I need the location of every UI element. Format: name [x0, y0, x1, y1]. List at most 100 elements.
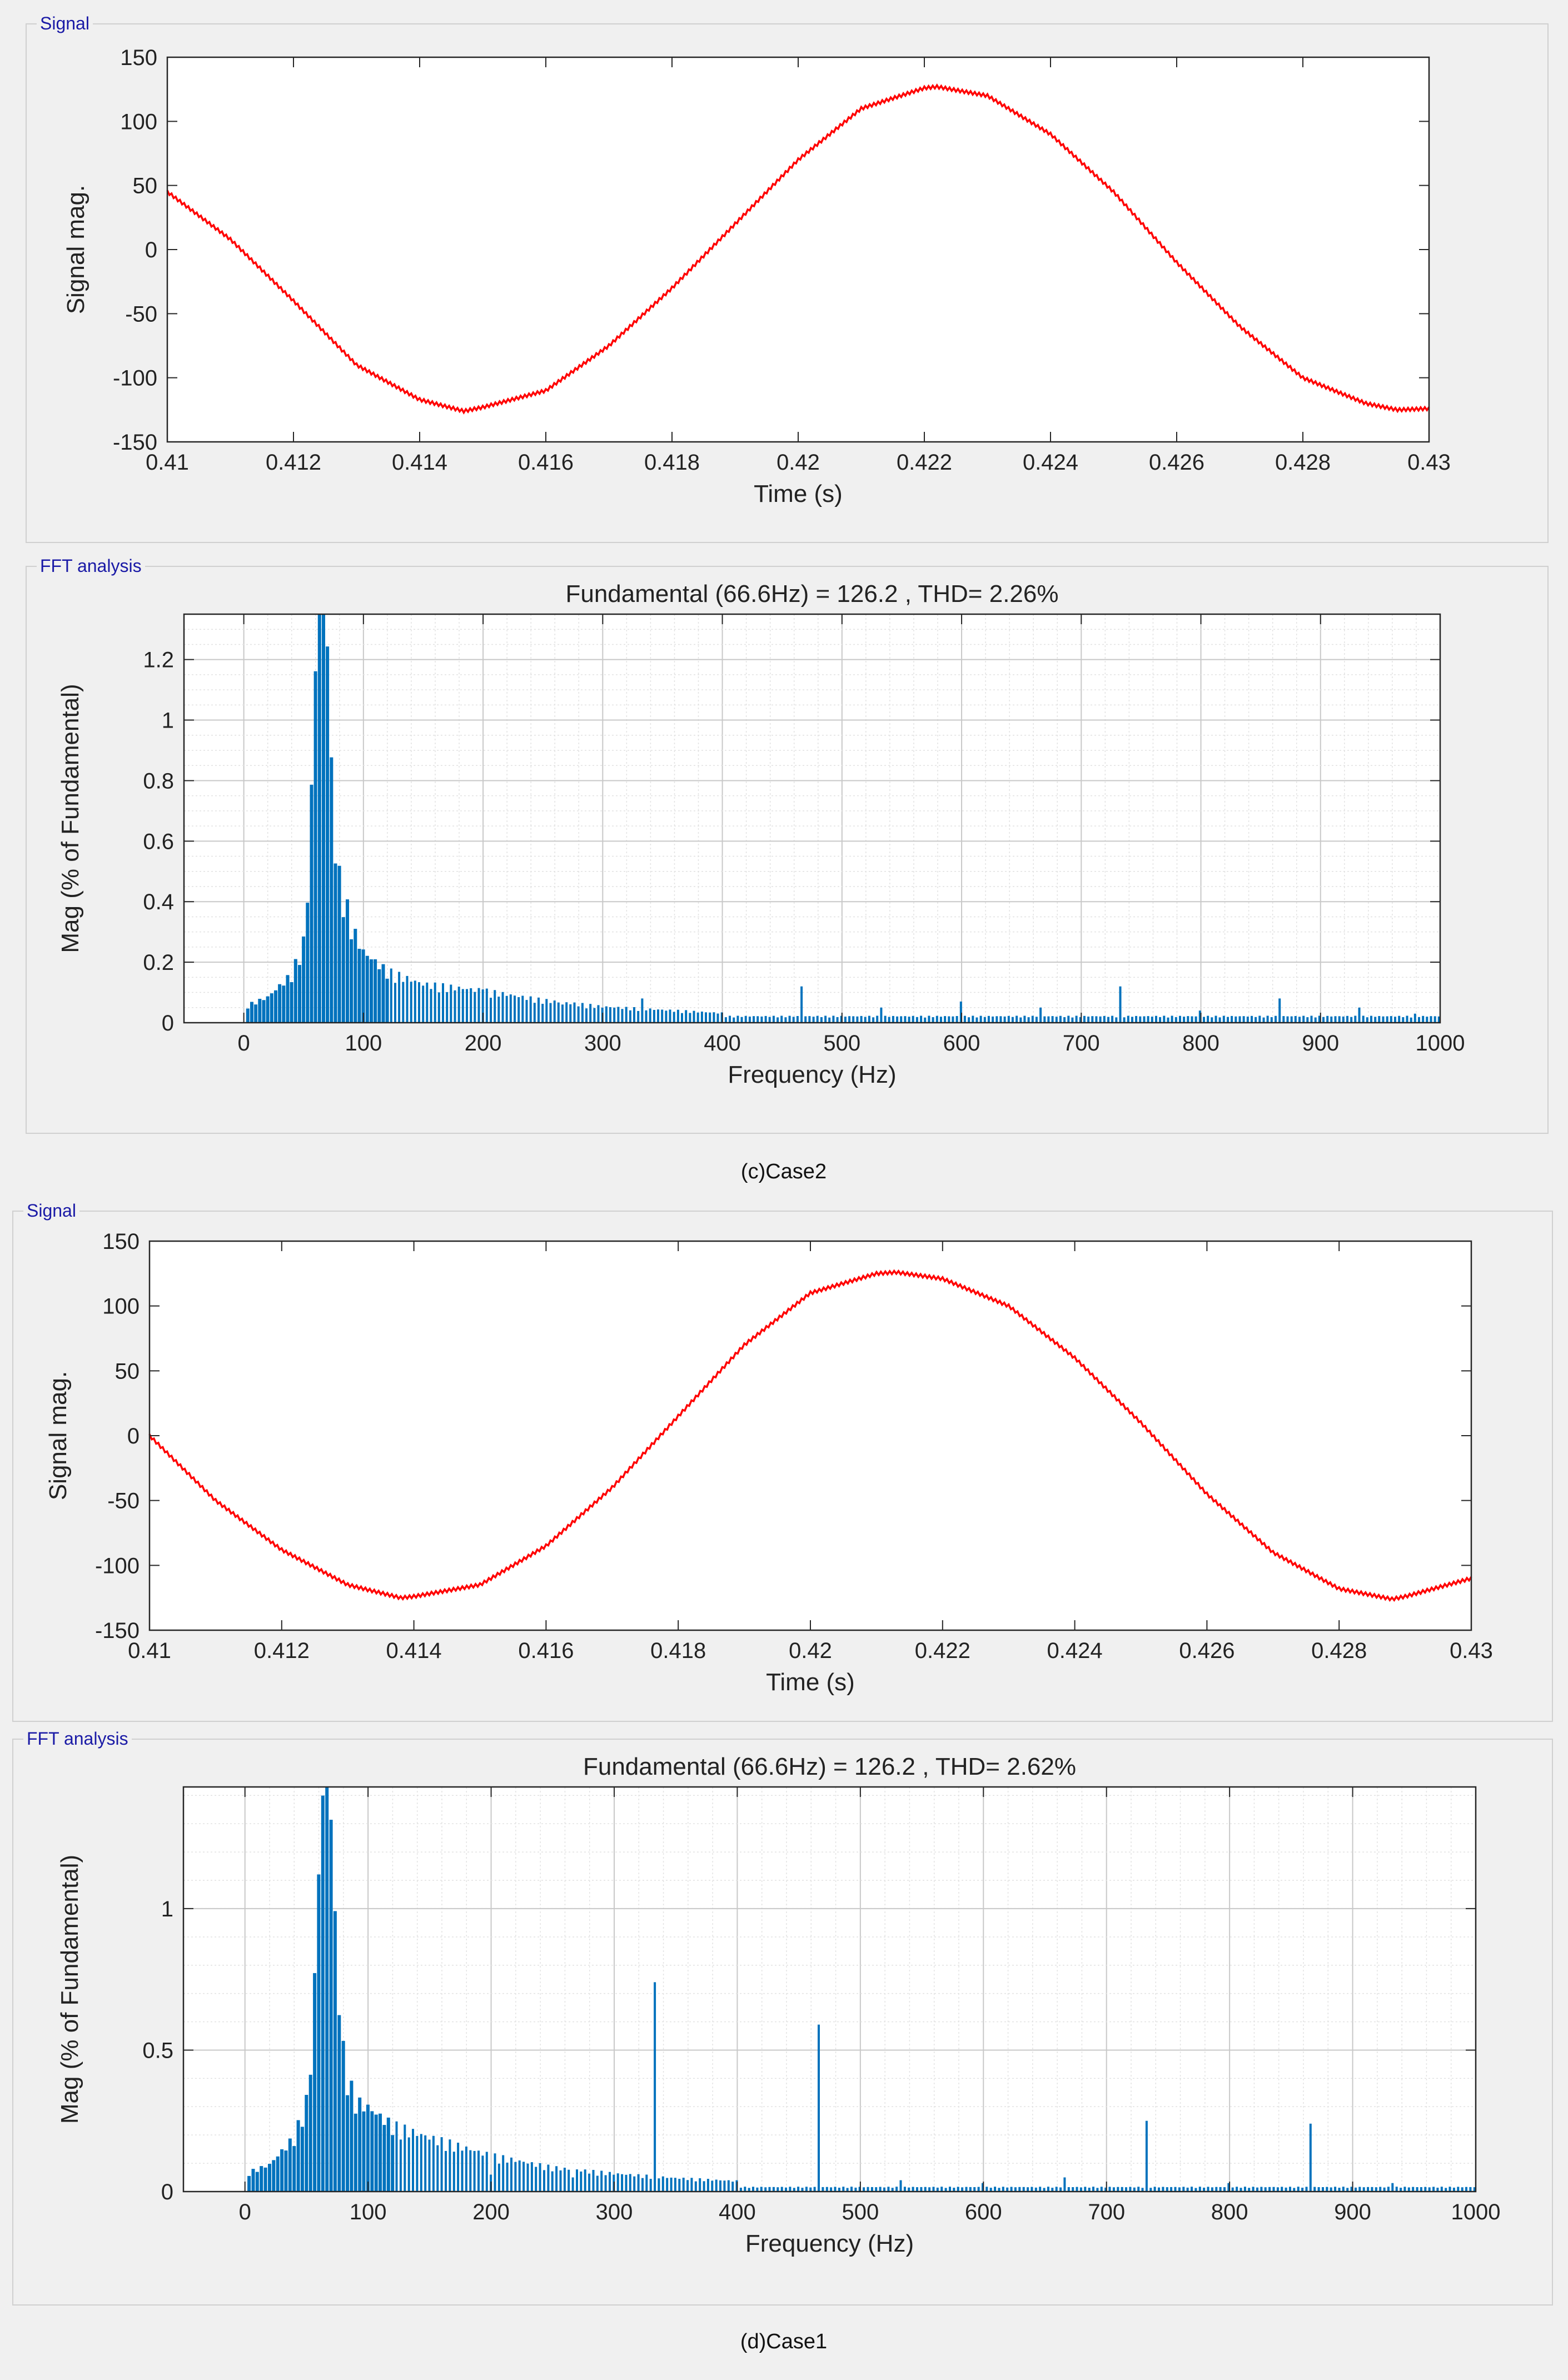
fft-bar: [1198, 2187, 1201, 2192]
fft-bar: [880, 1007, 883, 1023]
fft-bar: [844, 1017, 847, 1023]
fft-bar: [629, 2174, 631, 2192]
fft-chart-d: 0 100 200 300 400 500 600 700 800 900 1000 1 0.5 0 Fre…: [56, 1753, 1500, 2257]
x-tick-label: 700: [1088, 2200, 1125, 2224]
fft-bar: [654, 1982, 656, 2192]
fft-bar: [296, 2120, 300, 2192]
fft-bar: [437, 992, 440, 1023]
fft-bar: [1334, 1016, 1337, 1023]
x-tick-label: 0: [239, 2200, 251, 2224]
fft-bar: [260, 2166, 263, 2192]
fft-bar: [404, 2124, 406, 2192]
fft-bar: [337, 2015, 341, 2192]
fft-bar: [852, 1016, 855, 1023]
fft-bar: [1276, 2187, 1279, 2192]
fft-bar: [625, 2174, 628, 2192]
fft-bar: [772, 1015, 775, 1023]
fft-bar: [568, 2169, 570, 2192]
fft-bar: [944, 2188, 947, 2192]
fft-bar: [1035, 1017, 1038, 1023]
fft-bar: [514, 995, 516, 1023]
fft-bars: [247, 1787, 1476, 2192]
fft-bar: [551, 2171, 554, 2192]
fft-bar: [1231, 2187, 1234, 2192]
fft-bar: [1432, 2187, 1435, 2192]
fft-bar: [255, 2172, 259, 2192]
fft-bar: [764, 1015, 767, 1023]
x-tick-label: 200: [472, 2200, 510, 2224]
fft-bar: [616, 2173, 619, 2192]
fft-bar: [571, 2177, 574, 2192]
fft-bar: [1317, 2187, 1320, 2192]
fft-bar: [832, 1015, 835, 1023]
fft-bar: [494, 990, 496, 1023]
fft-bar: [290, 982, 293, 1023]
fft-bar: [1171, 1015, 1173, 1023]
fft-bar: [756, 2187, 759, 2192]
fft-bar: [592, 2170, 595, 2192]
fft-bar: [1214, 1015, 1217, 1023]
fft-bar: [1407, 2187, 1410, 2192]
fft-bar: [609, 2172, 611, 2192]
fft-bar: [1386, 1016, 1388, 1023]
fft-bar: [506, 2162, 509, 2192]
fft-bar: [953, 2188, 955, 2192]
x-tick-label: 0.43: [1407, 450, 1451, 475]
fft-bar: [1219, 2187, 1222, 2192]
y-tick-label: 100: [102, 1294, 140, 1319]
fft-bar: [1043, 1016, 1046, 1023]
y-axis-label: Mag (% of Fundamental): [56, 1855, 83, 2124]
fft-bar: [690, 2178, 693, 2192]
fft-bar: [693, 1010, 695, 1023]
fft-bar: [1135, 1015, 1138, 1023]
x-tick-label: 600: [943, 1031, 980, 1055]
fft-bar: [883, 2187, 885, 2192]
fft-bar: [818, 2024, 820, 2192]
fft-bar: [963, 1015, 966, 1023]
fft-bar: [1088, 2188, 1091, 2192]
fft-bar: [1433, 1016, 1436, 1023]
fft-bar: [629, 1010, 631, 1023]
fft-bar: [1207, 1015, 1209, 1023]
fft-bar: [1398, 1015, 1401, 1023]
fft-bar: [752, 2187, 754, 2192]
fft-bar: [268, 2164, 271, 2192]
fft-bar: [1457, 2187, 1460, 2192]
fft-bar: [1227, 1017, 1229, 1023]
fft-bar: [300, 2127, 304, 2192]
signal-chart-c: 0.41 0.412 0.414 0.416 0.418 0.42 0.422 0.424 0.…: [62, 46, 1451, 507]
fft-bar: [481, 2155, 484, 2192]
fft-bar: [780, 2187, 783, 2192]
fft-bar: [1290, 1016, 1293, 1023]
fft-bar: [485, 988, 488, 1023]
fft-bar: [733, 1017, 735, 1023]
fft-bar: [1218, 1017, 1221, 1023]
y-tick-label: 50: [133, 174, 158, 198]
fft-bar: [985, 2187, 988, 2192]
fft-bar: [565, 1002, 568, 1023]
fft-bar: [1445, 2188, 1447, 2192]
x-axis-label: Time (s): [754, 480, 843, 507]
fft-bar: [992, 1016, 994, 1023]
fft-bar: [1282, 1016, 1285, 1023]
x-tick-label: 0.426: [1149, 450, 1204, 475]
fft-bar: [723, 2180, 726, 2192]
fft-bar: [685, 1010, 688, 1023]
fft-bar: [1252, 2187, 1255, 2192]
y-tick-label: 0: [127, 1424, 140, 1448]
y-tick-label: 0.8: [143, 769, 174, 793]
fft-bar: [711, 2180, 714, 2192]
fft-bar: [330, 757, 333, 1023]
fft-bar: [1358, 2187, 1361, 2192]
fft-bar: [263, 2167, 267, 2192]
fft-bar: [420, 2134, 422, 2192]
fft-bar: [1027, 2187, 1029, 2192]
fft-bar: [705, 1012, 707, 1023]
fft-bar: [768, 1017, 771, 1023]
fft-bar: [1231, 1015, 1233, 1023]
y-axis-label: Signal mag.: [44, 1371, 72, 1500]
fft-bar: [617, 1007, 620, 1023]
fft-bar: [1278, 998, 1281, 1023]
fft-bar: [346, 2095, 350, 2192]
